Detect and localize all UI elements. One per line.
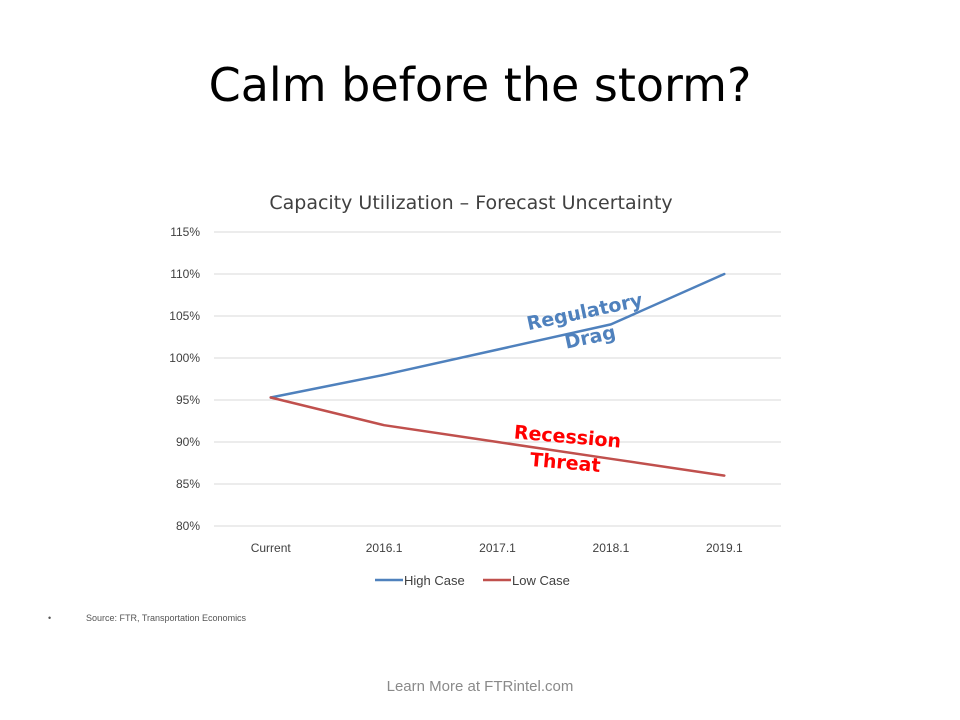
series-line-high-case [269,272,726,399]
x-tick-label: 2018.1 [593,541,630,555]
footer-link-text: Learn More at FTRintel.com [386,678,574,695]
y-axis-ticks: 80% 85% 90% 95% 100% 105% 110% 115% [169,225,200,533]
chart-title: Capacity Utilization – Forecast Uncertai… [269,192,672,214]
x-tick-label: Current [251,541,292,555]
gridlines [214,231,781,527]
y-tick-label: 90% [176,435,200,449]
y-tick-label: 80% [176,519,200,533]
x-axis-ticks: Current 2016.1 2017.1 2018.1 2019.1 [251,541,743,555]
source-note: • Source: FTR, Transportation Economics [48,613,246,623]
chart-legend: High Case Low Case [375,573,570,588]
y-tick-label: 100% [169,351,200,365]
legend-label: Low Case [512,573,570,588]
slide-title: Calm before the storm? [208,58,752,112]
y-tick-label: 110% [170,267,200,281]
y-tick-label: 105% [169,309,200,323]
x-tick-label: 2019.1 [706,541,743,555]
series-lines [269,272,726,477]
bullet: • [48,613,52,623]
x-tick-label: 2017.1 [479,541,516,555]
annotation-text: Threat [529,449,601,477]
x-tick-label: 2016.1 [366,541,403,555]
series-line-low-case [269,396,726,477]
y-tick-label: 95% [176,393,200,407]
source-text: Source: FTR, Transportation Economics [86,613,247,623]
y-tick-label: 115% [170,225,200,239]
y-tick-label: 85% [176,477,200,491]
legend-label: High Case [404,573,465,588]
